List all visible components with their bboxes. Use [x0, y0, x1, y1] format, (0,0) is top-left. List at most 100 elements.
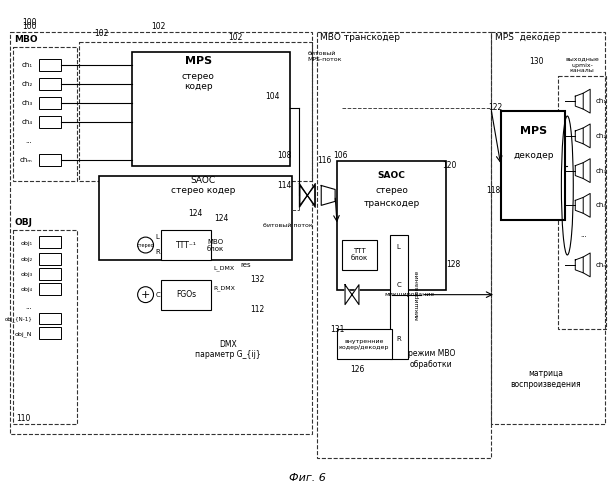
Text: ...: ...: [26, 138, 32, 144]
Text: MPS: MPS: [185, 56, 212, 66]
Text: SAOC
стерео кодер: SAOC стерео кодер: [171, 176, 235, 195]
Text: C: C: [397, 282, 401, 288]
Polygon shape: [345, 284, 359, 304]
Text: 106: 106: [333, 151, 347, 160]
Text: 120: 120: [442, 161, 456, 170]
Text: 128: 128: [446, 260, 460, 270]
Text: MPS  декодер: MPS декодер: [495, 33, 560, 42]
Bar: [558, 76, 606, 330]
Text: obj₃: obj₃: [20, 272, 32, 278]
Polygon shape: [321, 186, 335, 206]
Text: стерео: стерео: [375, 186, 408, 195]
Text: ...: ...: [26, 304, 32, 310]
Text: МВО
блок: МВО блок: [207, 238, 224, 252]
Text: 100: 100: [23, 22, 37, 31]
Text: 108: 108: [277, 151, 291, 160]
Text: матрица
воспроизведения: матрица воспроизведения: [510, 370, 581, 388]
FancyBboxPatch shape: [337, 330, 392, 359]
Bar: [13, 230, 77, 424]
FancyBboxPatch shape: [39, 97, 61, 109]
FancyBboxPatch shape: [39, 253, 61, 265]
Text: 132: 132: [251, 276, 265, 284]
FancyBboxPatch shape: [39, 328, 61, 340]
Bar: [13, 46, 77, 180]
Polygon shape: [299, 184, 315, 208]
Text: FGOs: FGOs: [176, 290, 196, 299]
Text: транскодер: транскодер: [364, 199, 420, 208]
Text: 124: 124: [214, 214, 228, 222]
FancyBboxPatch shape: [161, 230, 211, 260]
Text: ch₄: ch₄: [21, 119, 32, 125]
Text: 102: 102: [94, 28, 108, 38]
FancyBboxPatch shape: [39, 154, 61, 166]
Bar: [317, 32, 491, 459]
Text: SAOC: SAOC: [378, 171, 406, 180]
Text: R_DMX: R_DMX: [213, 285, 235, 290]
Text: ch₃: ch₃: [596, 168, 607, 173]
Text: стерео
кодер: стерео кодер: [181, 72, 214, 91]
Text: 116: 116: [317, 156, 331, 165]
FancyBboxPatch shape: [132, 52, 290, 166]
Text: obj₁: obj₁: [20, 240, 32, 246]
Bar: [10, 32, 312, 434]
Text: декодер: декодер: [513, 151, 554, 160]
Text: 124: 124: [188, 209, 202, 218]
Text: L_DMX: L_DMX: [213, 265, 234, 270]
Text: выходные
upmix-
каналы: выходные upmix- каналы: [565, 57, 599, 74]
Text: DMX
параметр G_{ij}: DMX параметр G_{ij}: [195, 340, 261, 359]
Text: obj_{N-1}: obj_{N-1}: [5, 316, 32, 322]
FancyBboxPatch shape: [39, 60, 61, 72]
Text: ...: ...: [580, 232, 587, 238]
FancyBboxPatch shape: [390, 235, 408, 359]
Text: L: L: [397, 244, 401, 250]
Text: 131: 131: [330, 325, 344, 334]
FancyBboxPatch shape: [342, 240, 377, 270]
Text: OBJ: OBJ: [15, 218, 32, 227]
Text: 110: 110: [16, 414, 31, 423]
Text: 102: 102: [228, 33, 242, 42]
Text: obj_N: obj_N: [15, 332, 32, 337]
Text: микширование: микширование: [384, 292, 434, 297]
FancyBboxPatch shape: [39, 282, 61, 294]
Bar: [491, 32, 605, 424]
Text: chₘ: chₘ: [596, 262, 609, 268]
Text: 118: 118: [486, 186, 500, 195]
Text: 104: 104: [265, 92, 280, 100]
FancyBboxPatch shape: [39, 78, 61, 90]
Text: ch₁: ch₁: [596, 98, 607, 104]
Text: 122: 122: [488, 102, 502, 112]
Text: +: +: [141, 290, 150, 300]
Text: L: L: [156, 234, 159, 240]
Text: микширование: микширование: [414, 270, 419, 320]
Text: obj₂: obj₂: [20, 258, 32, 262]
Text: MBO: MBO: [15, 34, 38, 43]
FancyBboxPatch shape: [39, 236, 61, 248]
Text: ch₃: ch₃: [21, 100, 32, 106]
Text: ch₄: ch₄: [596, 202, 607, 208]
Text: res: res: [240, 262, 251, 268]
Text: МВО транскодер: МВО транскодер: [320, 33, 400, 42]
Text: MPS: MPS: [520, 126, 547, 136]
Text: 100: 100: [23, 18, 37, 26]
Text: 114: 114: [277, 181, 291, 190]
Text: битовый
MPS-поток: битовый MPS-поток: [307, 51, 342, 62]
FancyBboxPatch shape: [39, 116, 61, 128]
Text: ch₂: ch₂: [596, 133, 607, 139]
FancyBboxPatch shape: [337, 160, 446, 290]
Text: ТТТ⁻¹: ТТТ⁻¹: [176, 240, 197, 250]
FancyBboxPatch shape: [161, 280, 211, 310]
Text: ch₁: ch₁: [21, 62, 32, 68]
Text: ТТТ
блок: ТТТ блок: [350, 248, 368, 262]
Text: C: C: [156, 292, 160, 298]
Text: ch₂: ch₂: [21, 82, 32, 87]
FancyBboxPatch shape: [39, 268, 61, 280]
Text: Фиг. 6: Фиг. 6: [289, 473, 326, 483]
FancyBboxPatch shape: [39, 312, 61, 324]
Text: R: R: [156, 249, 160, 255]
Text: 130: 130: [529, 57, 544, 66]
Text: obj₄: obj₄: [20, 287, 32, 292]
Text: стерео: стерео: [137, 242, 155, 248]
Text: режим МВО
обработки: режим МВО обработки: [408, 350, 455, 369]
Text: битовый поток: битовый поток: [263, 222, 312, 228]
Text: 112: 112: [251, 305, 265, 314]
